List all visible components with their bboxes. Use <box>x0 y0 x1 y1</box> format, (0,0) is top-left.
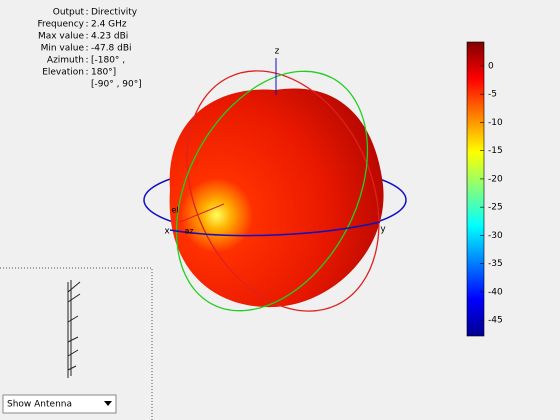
meridian-ring <box>175 70 369 312</box>
axis-label: y <box>380 225 386 235</box>
axis-label: x <box>164 227 170 237</box>
info-value: -47.8 dBi <box>91 44 132 54</box>
info-value: [-90° , 90°] <box>91 80 142 90</box>
antenna-icon <box>67 280 81 378</box>
info-label: Min value <box>41 44 85 54</box>
colorbar <box>466 41 485 337</box>
colorbar-tick-label: -5 <box>488 90 497 100</box>
info-sep: : <box>85 8 88 18</box>
colorbar-tick-label: -25 <box>488 203 503 213</box>
colorbar-tick-label: -40 <box>488 287 503 297</box>
colorbar-tick-label: -45 <box>488 316 503 326</box>
info-label: Output <box>53 8 85 18</box>
axis-label: el <box>171 206 178 215</box>
colorbar-tick-label: 0 <box>488 61 494 71</box>
info-sep: : <box>85 68 88 78</box>
colorbar-tick-label: -20 <box>488 174 503 184</box>
info-label: Max value <box>38 32 85 42</box>
azimuth-ring-front <box>169 221 381 237</box>
info-value: Directivity <box>91 8 138 18</box>
info-label: Elevation <box>42 68 84 78</box>
info-sep: : <box>85 44 88 54</box>
colorbar-tick-label: -10 <box>488 118 503 128</box>
info-value: 2.4 GHz <box>91 20 127 30</box>
dropdown-label[interactable]: Show Antenna <box>7 400 72 410</box>
elevation-ring <box>186 70 380 312</box>
axis-label: z <box>275 47 280 57</box>
axis-label: az <box>184 227 193 236</box>
info-sep: : <box>85 20 88 30</box>
pattern-surface <box>169 88 384 308</box>
info-value: 180°] <box>91 68 116 78</box>
dropdown-arrow[interactable] <box>104 401 112 406</box>
info-sep: : <box>85 56 88 66</box>
colorbar-tick-label: -30 <box>488 231 503 241</box>
az-arrow <box>179 203 225 223</box>
info-value: [-180° , <box>91 56 125 66</box>
colorbar-tick-label: -15 <box>488 146 503 156</box>
info-label: Azimuth <box>47 56 84 66</box>
info-value: 4.23 dBi <box>91 32 128 42</box>
info-label: Frequency <box>38 20 85 30</box>
info-sep: : <box>85 32 88 42</box>
dropdown[interactable] <box>2 394 117 414</box>
colorbar-tick-label: -35 <box>488 259 503 269</box>
